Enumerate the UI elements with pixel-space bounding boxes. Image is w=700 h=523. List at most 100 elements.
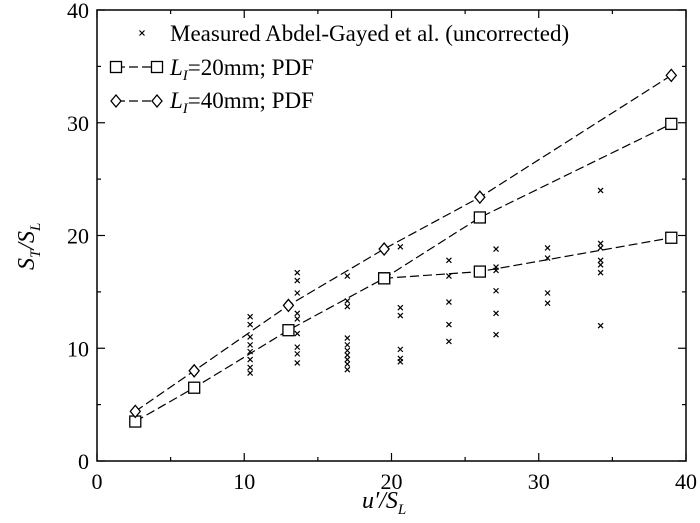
measured-point (397, 346, 404, 353)
cross-stroke (446, 257, 452, 264)
cross-stroke (597, 261, 604, 268)
legend-li20-rest: =20mm; PDF (188, 55, 314, 80)
cross-stroke (344, 356, 351, 363)
cross-stroke (247, 348, 254, 355)
measured-point (493, 287, 499, 294)
series-line-1 (135, 123, 672, 423)
cross-stroke (294, 290, 301, 296)
square-marker-point (282, 324, 295, 337)
cross-stroke (294, 359, 301, 366)
cross-stroke (493, 246, 499, 252)
cross-stroke (294, 269, 301, 276)
legend-square-left (109, 60, 123, 74)
legend-li20-sub: I (182, 68, 189, 84)
cross-stroke (544, 244, 551, 251)
measured-point (344, 361, 351, 367)
legend-symbol-li20 (109, 60, 164, 74)
measured-point (294, 359, 301, 366)
x-axis-label-main: u′/S (362, 488, 398, 514)
series-line-2 (384, 237, 672, 279)
measured-point (344, 356, 351, 363)
cross-stroke (294, 350, 301, 357)
measured-point (446, 299, 452, 305)
measured-point (544, 244, 551, 251)
cross-stroke (597, 322, 604, 329)
cross-stroke (597, 244, 604, 251)
cross-stroke (294, 330, 301, 337)
cross-stroke (247, 370, 254, 376)
x-axis-label-sub: L (397, 502, 406, 518)
cross-stroke (344, 273, 351, 280)
measured-point (597, 257, 604, 264)
cross-stroke (344, 297, 351, 304)
measured-point (247, 356, 254, 363)
legend-li40-rest: =40mm; PDF (188, 88, 314, 113)
measured-point (294, 350, 301, 357)
x-tick-label: 30 (528, 469, 550, 494)
cross-stroke (344, 347, 351, 354)
legend-label-li40: LI=40mm; PDF (169, 88, 314, 117)
diamond-marker-point (188, 363, 201, 378)
x-tick-label: 40 (675, 469, 697, 494)
square-marker-point (188, 381, 201, 394)
y-tick-label: 30 (67, 111, 89, 136)
measured-point (344, 366, 351, 373)
diamond-marker-point (378, 242, 390, 257)
measured-point (344, 335, 351, 342)
y-axis-label-sub2: L (28, 223, 44, 232)
cross-stroke (397, 304, 404, 311)
cross-stroke (247, 313, 254, 320)
series-line-3 (134, 74, 672, 412)
square-marker-point (377, 272, 391, 285)
y-axis-label-sub1: T (28, 248, 44, 258)
y-axis-label-main2: /S (14, 231, 40, 252)
cross-stroke (597, 269, 604, 276)
cross-stroke (446, 338, 452, 345)
measured-point (446, 257, 452, 264)
measured-point (294, 330, 301, 337)
cross-stroke (344, 335, 351, 342)
measured-point (344, 352, 351, 358)
measured-point (544, 290, 551, 296)
measured-point (397, 312, 404, 319)
cross-stroke (544, 290, 551, 296)
square-marker-point (665, 231, 678, 244)
y-axis-label: ST/SL (14, 223, 44, 270)
cross-stroke (294, 310, 301, 317)
measured-point (397, 243, 404, 250)
measured-point (544, 255, 551, 261)
legend: Measured Abdel-Gayed et al. (uncorrected… (109, 21, 569, 117)
cross-stroke (493, 267, 499, 274)
measured-point (294, 290, 301, 296)
axis-ticks: 0 10 20 30 40 0 10 20 30 40 (67, 0, 697, 494)
cross-stroke (344, 341, 351, 348)
legend-diamond-left (110, 93, 122, 109)
x-tick-label: 0 (92, 469, 103, 494)
cross-stroke (247, 341, 254, 348)
cross-stroke (493, 331, 499, 338)
cross-stroke (247, 364, 254, 371)
x-axis-label: u′/SL (362, 488, 406, 518)
measured-point (294, 344, 301, 351)
data-marks (129, 68, 678, 428)
measured-point (597, 322, 604, 329)
diamond-marker-point (282, 298, 295, 313)
measured-point (597, 187, 604, 194)
x-tick-label: 20 (381, 469, 403, 494)
legend-li40-sub: I (182, 101, 189, 117)
measured-point (247, 348, 254, 355)
y-tick-label: 20 (67, 224, 89, 249)
measured-point (344, 347, 351, 354)
diamond-marker-point (129, 404, 142, 419)
measured-point (344, 341, 351, 348)
measured-point (446, 321, 452, 328)
measured-point (597, 261, 604, 268)
measured-point (247, 321, 254, 328)
cross-stroke (247, 356, 254, 363)
measured-point (446, 273, 452, 280)
measured-point (294, 277, 301, 284)
square-marker-point (473, 211, 487, 224)
y-tick-label: 0 (78, 449, 89, 474)
cross-stroke (597, 187, 604, 194)
measured-point (247, 370, 254, 376)
